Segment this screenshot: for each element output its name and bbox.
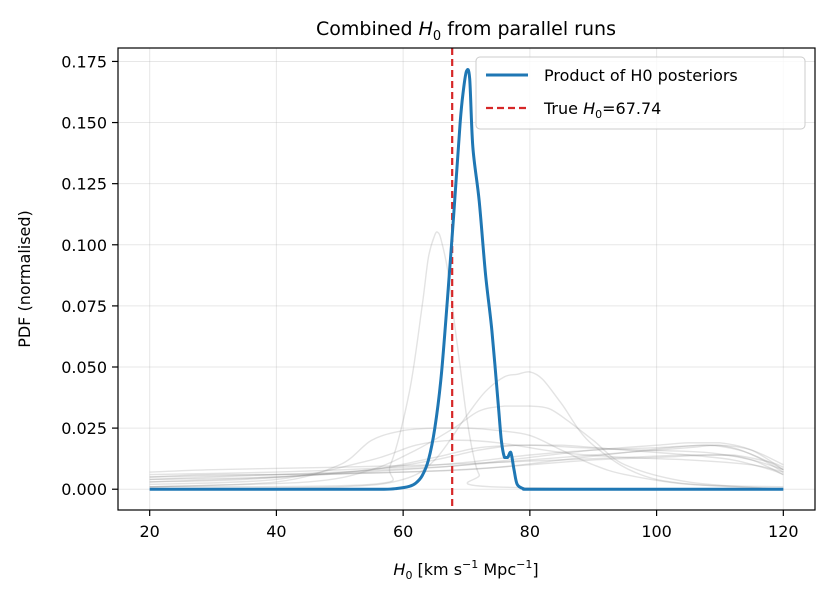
run-curve-4 (149, 427, 784, 488)
run-curve-3 (149, 405, 784, 490)
run-curve-11 (149, 454, 784, 473)
y-axis: 0.000 0.025 0.050 0.075 0.100 0.125 0.150 0.175 (61, 52, 118, 499)
legend-box (475, 56, 806, 130)
x-axis: 20 40 60 80 100 120 (140, 510, 799, 541)
y-tick-label-3: 0.075 (61, 297, 107, 316)
y-tick-label-4: 0.100 (61, 236, 107, 255)
product-curve (149, 67, 784, 491)
y-tick-label-1: 0.025 (61, 419, 107, 438)
legend-product-label: Product of H0 posteriors (544, 66, 738, 85)
y-tick-label-6: 0.150 (61, 114, 107, 133)
run-curve-9 (149, 439, 784, 486)
run-curve-8 (149, 444, 784, 483)
x-axis-label: H0 [km s−1 Mpc−1] (393, 558, 538, 582)
x-tick-label-4: 100 (641, 522, 672, 541)
run-curve-2 (149, 371, 784, 490)
run-curve-5 (149, 442, 784, 481)
legend-true-label: True H0=67.74 (543, 99, 661, 121)
y-tick-label-2: 0.050 (61, 358, 107, 377)
run-curve-6 (149, 444, 784, 476)
run-curve-7 (149, 454, 784, 478)
x-tick-label-2: 60 (393, 522, 413, 541)
run-curve-12 (149, 444, 784, 483)
run-curve-10 (149, 444, 784, 478)
y-axis-label: PDF (normalised) (15, 210, 34, 348)
plot-frame (117, 47, 816, 511)
x-tick-label-5: 120 (768, 522, 799, 541)
x-tick-label-3: 80 (520, 522, 540, 541)
legend: Product of H0 posteriors True H0=67.74 (475, 56, 806, 130)
x-tick-label-0: 20 (140, 522, 160, 541)
run-curve-1 (149, 231, 784, 490)
run-curve-13 (149, 444, 784, 481)
chart-title: Combined H0 from parallel runs (316, 18, 616, 44)
y-tick-label-7: 0.175 (61, 52, 107, 71)
product-layer (149, 67, 784, 491)
y-tick-label-0: 0.000 (61, 480, 107, 499)
y-tick-label-5: 0.125 (61, 175, 107, 194)
run-curves (149, 231, 784, 490)
x-tick-label-1: 40 (266, 522, 286, 541)
